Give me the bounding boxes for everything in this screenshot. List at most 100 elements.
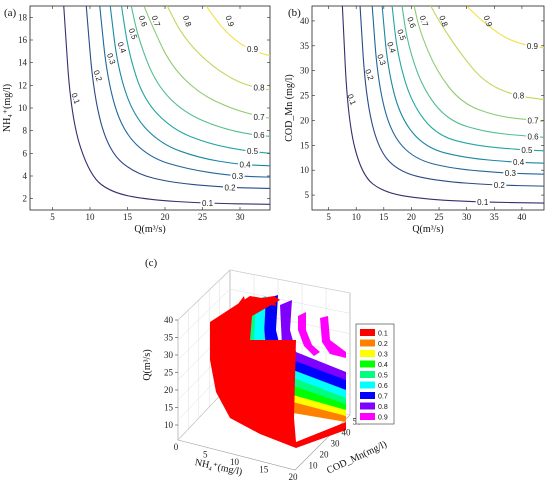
panel-c-ticks: 10152025303540051015201020304050 [164, 315, 362, 482]
b-contour-0.1 [341, 6, 544, 204]
b-x-tick-label: 25 [435, 212, 445, 222]
panel-c-surface-0.9 [320, 316, 346, 358]
panel-a-x-axis-label: Q(m³/s) [134, 224, 165, 235]
b-contour-label: 0.9 [482, 14, 494, 28]
a-contour-label: 0.4 [239, 161, 251, 170]
a-y-tick-label: 12 [18, 80, 27, 90]
panel-c-z-tick-label: 40 [164, 315, 174, 325]
panel-c-legend-label: 0.2 [378, 341, 388, 348]
panel-c-x-tick-label: 20 [289, 472, 299, 482]
b-contour-0.8 [430, 6, 544, 101]
panel-c-y-tick-label: 40 [342, 428, 352, 438]
panel-c-legend-swatch [360, 402, 375, 410]
panel-c-legend-swatch [360, 360, 375, 368]
a-contour-0.2 [85, 6, 270, 190]
a-y-tick-label: 18 [18, 12, 28, 22]
panel-c-x-tick-label: 10 [230, 457, 240, 467]
a-contour-0.4 [109, 6, 270, 167]
panel-c-surface-0.1 [210, 296, 346, 448]
panel-c-legend-label: 0.1 [378, 331, 388, 338]
b-x-tick-label: 20 [407, 212, 417, 222]
panel-c-x-tick-label: 5 [203, 450, 208, 460]
panel-a-ticks: 5 10 15 20 25 30 2 4 6 8 10 12 14 16 18 [18, 6, 270, 222]
panel-c-z-tick-label: 30 [164, 350, 174, 360]
panel-c-legend-swatch [360, 339, 375, 347]
a-contour-label: 0.2 [91, 69, 103, 83]
panel-c-grid-line [177, 269, 231, 321]
panel-c-legend-swatch [360, 413, 375, 420]
panel-c-y-tick-label: 30 [331, 439, 341, 449]
b-contour-label: 0.9 [527, 42, 539, 51]
a-contour-label: 0.9 [223, 14, 235, 28]
b-contour-label: 0.1 [346, 93, 358, 107]
panel-b-label: (b) [288, 7, 301, 19]
a-x-tick-label: 10 [86, 212, 96, 222]
a-contour-label: 0.5 [247, 147, 259, 156]
b-contour-0.9 [466, 6, 544, 49]
b-x-tick-label: 40 [517, 212, 527, 222]
a-contour-label: 0.3 [105, 52, 117, 66]
panel-a-y-axis-label: NH₄⁺(mg/l) [2, 84, 13, 132]
a-x-tick-label: 30 [236, 212, 246, 222]
a-contour-0.9 [205, 6, 270, 57]
panel-c-surface-spike [238, 296, 246, 306]
a-contour-label: 0.9 [247, 45, 259, 54]
a-x-tick-label: 20 [161, 212, 171, 222]
panel-c-legend-label: 0.9 [378, 415, 388, 422]
b-y-tick-label: 40 [300, 16, 310, 26]
b-x-tick-label: 5 [326, 212, 331, 222]
a-contour-label: 0.4 [116, 41, 128, 55]
panel-c-legend-swatch [360, 350, 375, 357]
panel-c-z-tick-label: 35 [164, 333, 174, 343]
b-contour-label: 0.8 [437, 14, 449, 28]
a-contour-label: 0.1 [202, 199, 214, 208]
a-contour-label: 0.6 [253, 131, 265, 140]
b-contour-label: 0.5 [395, 28, 407, 42]
panel-c-legend-label: 0.6 [378, 383, 388, 390]
b-y-tick-label: 15 [300, 140, 310, 150]
panel-b-plot-frame [311, 5, 545, 211]
a-y-tick-label: 10 [18, 103, 28, 113]
b-y-tick-label: 20 [300, 115, 310, 125]
a-y-tick-label: 4 [23, 171, 28, 181]
panel-c-surface-spike [258, 298, 266, 308]
panel-b-contour-plot: (b) 0.10.10.20.20.30.30.40.40.50.50.60.6… [284, 5, 545, 235]
panel-c-legend-label: 0.7 [378, 394, 388, 401]
b-y-tick-label: 25 [300, 91, 310, 101]
a-contour-label: 0.8 [181, 14, 193, 28]
panel-b-x-axis-label: Q(m³/s) [412, 224, 443, 235]
b-contour-label: 0.6 [405, 16, 417, 30]
b-contour-label: 0.2 [494, 181, 506, 190]
a-contour-0.1 [63, 6, 270, 205]
b-x-tick-label: 10 [352, 212, 362, 222]
panel-c-legend-label: 0.8 [378, 404, 388, 411]
panel-b-contours: 0.10.10.20.20.30.30.40.40.50.50.60.60.70… [341, 6, 544, 207]
a-contour-label: 0.3 [232, 172, 244, 181]
panel-c-label: (c) [145, 257, 158, 269]
b-y-tick-label: 5 [305, 190, 310, 200]
a-y-tick-label: 14 [18, 58, 28, 68]
a-contour-label: 0.1 [69, 92, 81, 106]
panel-c-surface-0.8 [280, 300, 346, 380]
b-x-tick-label: 30 [462, 212, 472, 222]
panel-c-surface-spike [248, 299, 256, 309]
a-contour-0.5 [120, 6, 270, 154]
b-contour-0.7 [413, 6, 544, 122]
b-contour-label: 0.5 [521, 146, 533, 155]
panel-b-ticks: 5 10 15 20 25 30 35 40 5 10 15 20 25 30 35 40 [300, 6, 544, 222]
panel-c-y-tick-label: 10 [309, 461, 319, 471]
a-contour-label: 0.2 [224, 183, 236, 192]
b-contour-0.6 [401, 6, 544, 138]
b-y-tick-label: 35 [300, 41, 310, 51]
panel-c-x-tick-label: 0 [174, 442, 179, 452]
panel-c-y-tick-label: 20 [320, 450, 330, 460]
b-contour-label: 0.4 [385, 41, 397, 55]
panel-c-z-tick-label: 15 [164, 403, 174, 413]
panel-c-legend: 0.1 0.2 0.3 0.4 0.5 0.6 0.7 0.8 0.9 [355, 323, 395, 425]
panel-a-label: (a) [4, 7, 17, 19]
b-contour-0.2 [359, 6, 544, 187]
panel-c-surface-spike [268, 296, 276, 306]
panel-a-contour-plot: (a) 0.10.10.20.20.30.30.40.40.50.50.60.6… [2, 5, 271, 235]
b-contour-label: 0.2 [363, 68, 375, 82]
